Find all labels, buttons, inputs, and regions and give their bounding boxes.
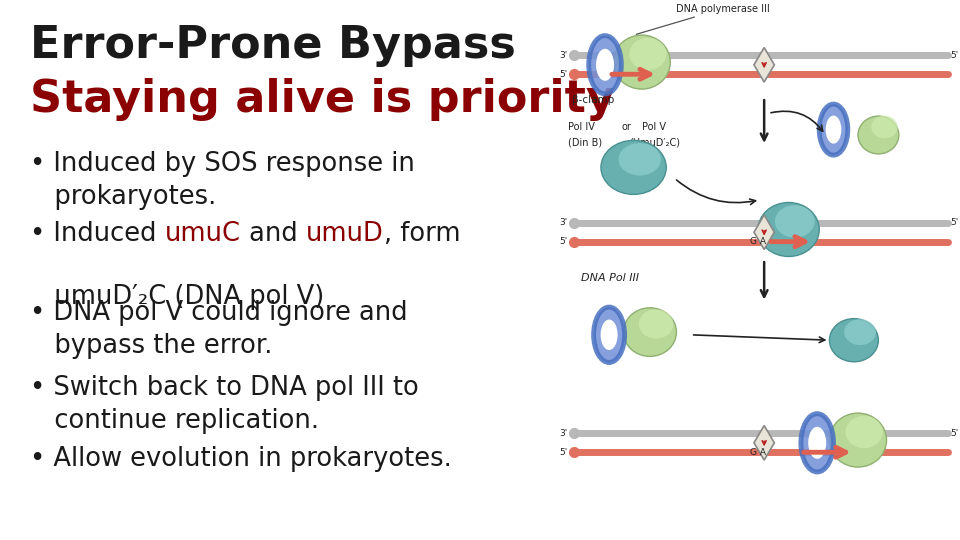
- Text: and: and: [241, 221, 306, 247]
- Ellipse shape: [618, 143, 660, 176]
- Ellipse shape: [758, 202, 819, 256]
- Polygon shape: [754, 215, 775, 249]
- Text: 5': 5': [949, 218, 958, 227]
- Text: • Induced by SOS response in
   prokaryotes.: • Induced by SOS response in prokaryotes…: [31, 151, 416, 210]
- Text: Error-Prone Bypass: Error-Prone Bypass: [31, 24, 516, 68]
- Text: • Switch back to DNA pol III to
   continue replication.: • Switch back to DNA pol III to continue…: [31, 375, 420, 434]
- Text: 5': 5': [560, 70, 567, 79]
- Text: G A: G A: [750, 448, 766, 457]
- Ellipse shape: [638, 309, 673, 339]
- Ellipse shape: [775, 205, 815, 238]
- Text: 5': 5': [949, 51, 958, 60]
- Ellipse shape: [826, 116, 841, 144]
- Text: Staying alive is priority: Staying alive is priority: [31, 78, 615, 122]
- Text: 5': 5': [560, 237, 567, 246]
- Text: 5': 5': [560, 448, 567, 457]
- Ellipse shape: [872, 116, 898, 138]
- Text: G A: G A: [750, 237, 766, 246]
- Polygon shape: [754, 426, 775, 460]
- Polygon shape: [754, 48, 775, 82]
- Ellipse shape: [846, 416, 882, 448]
- Text: • DNA pol V could ignore and
   bypass the error.: • DNA pol V could ignore and bypass the …: [31, 300, 408, 359]
- Ellipse shape: [623, 308, 677, 356]
- Ellipse shape: [601, 140, 666, 194]
- Ellipse shape: [593, 307, 625, 362]
- Ellipse shape: [630, 38, 666, 70]
- Text: Pol IV: Pol IV: [568, 122, 595, 132]
- Ellipse shape: [819, 104, 848, 155]
- Text: 3': 3': [560, 218, 567, 227]
- Text: (UmuD′₂C): (UmuD′₂C): [630, 138, 681, 148]
- Text: umuD′₂C (DNA pol V): umuD′₂C (DNA pol V): [31, 284, 324, 309]
- Ellipse shape: [829, 413, 886, 467]
- Text: 3': 3': [560, 51, 567, 60]
- Ellipse shape: [601, 320, 617, 350]
- Ellipse shape: [844, 319, 876, 345]
- Ellipse shape: [588, 36, 621, 94]
- Text: β-clamp: β-clamp: [572, 95, 614, 105]
- Text: • Allow evolution in prokaryotes.: • Allow evolution in prokaryotes.: [31, 446, 452, 471]
- Ellipse shape: [801, 414, 833, 472]
- Ellipse shape: [858, 116, 899, 154]
- Ellipse shape: [808, 427, 827, 459]
- Ellipse shape: [829, 319, 878, 362]
- Text: Pol V: Pol V: [641, 122, 666, 132]
- Text: (Din B): (Din B): [568, 138, 603, 148]
- Text: 5': 5': [949, 429, 958, 438]
- Text: or: or: [621, 122, 632, 132]
- Text: • Induced: • Induced: [31, 221, 165, 247]
- Ellipse shape: [613, 35, 670, 89]
- Text: umuD: umuD: [306, 221, 384, 247]
- Text: , form: , form: [384, 221, 460, 247]
- Text: umuC: umuC: [165, 221, 241, 247]
- Text: DNA polymerase III: DNA polymerase III: [636, 3, 770, 35]
- Text: 3': 3': [560, 429, 567, 438]
- Ellipse shape: [596, 49, 614, 81]
- Text: DNA Pol III: DNA Pol III: [581, 273, 638, 283]
